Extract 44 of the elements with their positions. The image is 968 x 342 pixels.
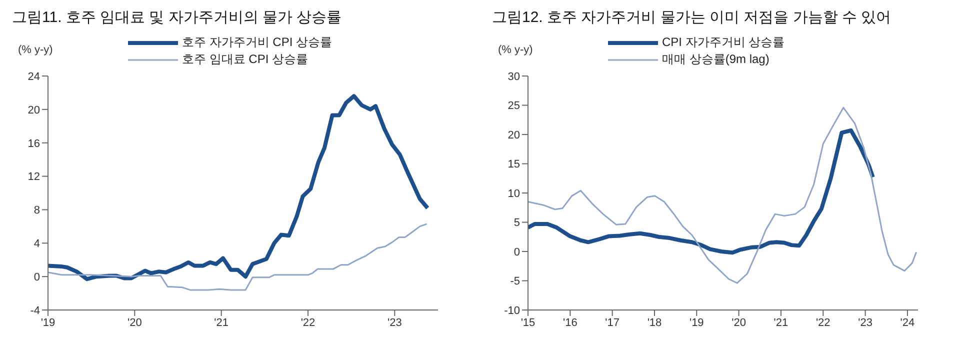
y-tick-label: 20: [28, 104, 40, 116]
line-series: [48, 94, 430, 282]
x-tick-label: '15: [520, 316, 536, 329]
y-tick-label: 0: [34, 271, 40, 284]
y-tick-label: -4: [30, 304, 40, 317]
y-tick-label: 4: [34, 238, 40, 250]
x-tick-label: '23: [387, 316, 402, 329]
y-tick-label: 15: [508, 158, 520, 171]
x-tick-label: '21: [214, 316, 229, 329]
legend-label: 호주 자가주거비 CPI 상승률: [182, 34, 332, 51]
x-tick-label: '16: [562, 316, 578, 329]
x-tick-label: '22: [816, 316, 830, 329]
legend-label: 호주 임대료 CPI 상승률: [182, 51, 308, 68]
y-tick-label: 10: [508, 188, 520, 200]
y-tick-label: 0: [514, 246, 520, 258]
x-tick-label: '20: [732, 316, 746, 329]
line-series: [528, 106, 918, 284]
y-tick-label: -10: [504, 304, 520, 317]
y-tick-label: 5: [514, 217, 520, 230]
x-tick-label: '22: [300, 316, 316, 329]
x-tick-label: '23: [858, 316, 872, 329]
x-tick-label: '21: [774, 316, 788, 329]
y-tick-label: 12: [28, 171, 40, 184]
y-tick-label: 16: [28, 138, 40, 150]
x-tick-label: '18: [647, 316, 662, 329]
y-tick-label: 25: [508, 100, 520, 112]
x-tick-label: '19: [689, 316, 704, 329]
legend-label: CPI 자가주거비 상승률: [662, 34, 785, 51]
x-tick-label: '19: [40, 316, 56, 329]
y-tick-label: 24: [28, 70, 40, 83]
line-series: [48, 223, 428, 291]
chart-title: 그림11. 호주 임대료 및 자가주거비의 물가 상승률: [11, 8, 343, 28]
y-tick-label: 30: [508, 70, 520, 83]
chart-title: 그림12. 호주 자가주거비 물가는 이미 저점을 가늠할 수 있어: [491, 8, 892, 28]
x-tick-label: '20: [127, 316, 142, 329]
line-series: [528, 128, 875, 255]
y-tick-label: 8: [34, 204, 40, 217]
x-tick-label: '24: [900, 316, 915, 329]
y-axis-title: (% y-y): [18, 44, 53, 56]
y-axis-title: (% y-y): [498, 44, 533, 56]
y-tick-label: -5: [510, 276, 520, 288]
y-tick-label: 20: [508, 129, 520, 142]
legend-label: 매매 상승률(9m lag): [662, 51, 770, 68]
x-tick-label: '17: [605, 316, 620, 329]
